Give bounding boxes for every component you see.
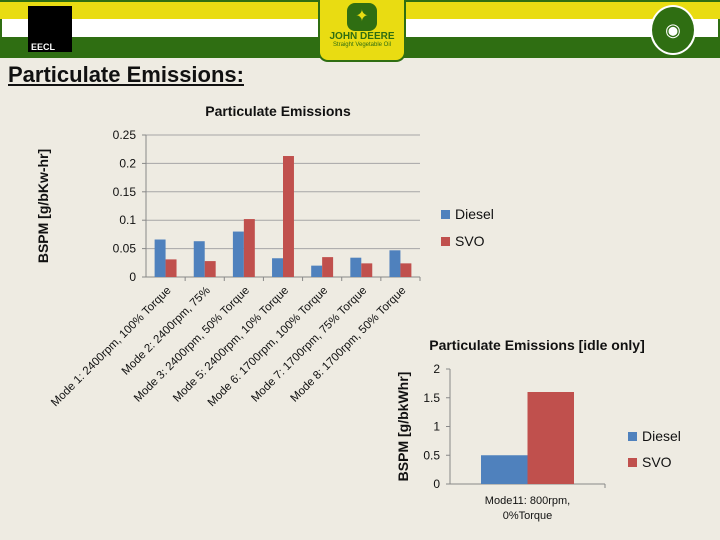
- y-tick-label: 0.25: [113, 128, 137, 142]
- legend-swatch-diesel: [441, 210, 450, 219]
- slide-title: Particulate Emissions:: [8, 62, 244, 87]
- bar-svo: [243, 219, 255, 277]
- bar-svo: [400, 263, 412, 277]
- x-tick-label: 0%Torque: [503, 510, 553, 522]
- y-tick-label: 1.5: [423, 391, 440, 405]
- eecl-logo: EECL: [28, 6, 72, 52]
- bar-svo: [527, 392, 574, 484]
- bar-diesel: [350, 257, 362, 277]
- bar-diesel: [154, 239, 166, 277]
- y-tick-label: 0.5: [423, 448, 440, 462]
- legend-label-diesel: Diesel: [642, 428, 681, 444]
- legend-label-svo: SVO: [642, 454, 672, 470]
- legend-label-svo: SVO: [455, 233, 485, 249]
- ram-logo-icon: ◉: [650, 5, 696, 55]
- y-tick-label: 1: [433, 420, 440, 434]
- bar-svo: [283, 156, 294, 277]
- chart-title: Particulate Emissions: [205, 103, 351, 119]
- legend-swatch-diesel: [628, 432, 637, 441]
- bar-svo: [165, 259, 177, 277]
- legend-swatch-svo: [441, 237, 450, 246]
- bar-diesel: [232, 231, 244, 277]
- y-tick-label: 0: [433, 477, 440, 491]
- y-tick-label: 2: [433, 362, 440, 376]
- bar-svo: [204, 261, 216, 277]
- y-tick-label: 0.15: [113, 185, 137, 199]
- y-tick-label: 0.2: [119, 156, 136, 170]
- logo-text-john-deere: JOHN DEERE: [329, 31, 395, 42]
- bar-diesel: [311, 265, 323, 277]
- y-tick-label: 0: [129, 270, 136, 284]
- chart-title: Particulate Emissions [idle only]: [429, 337, 645, 353]
- bar-diesel: [481, 455, 528, 484]
- y-axis-label: BSPM [g/bkWhr]: [395, 372, 411, 482]
- y-axis-label: BSPM [g/bKw-hr]: [35, 149, 51, 263]
- eecl-logo-text: EECL: [31, 42, 56, 52]
- y-tick-label: 0.05: [113, 242, 137, 256]
- bar-svo: [361, 263, 373, 277]
- bar-diesel: [193, 241, 205, 277]
- deer-icon: ✦: [347, 3, 377, 31]
- chart-particulate-emissions: Particulate Emissions BSPM [g/bKw-hr] 0 0.0…: [35, 103, 494, 409]
- x-tick-label: Mode11: 800rpm,: [485, 495, 570, 507]
- legend-label-diesel: Diesel: [455, 206, 494, 222]
- john-deere-logo: ✦ JOHN DEERE Straight Vegetable Oil: [318, 0, 406, 62]
- legend-swatch-svo: [628, 458, 637, 467]
- bar-diesel: [272, 258, 283, 277]
- bar-svo: [322, 257, 334, 277]
- y-tick-label: 0.1: [119, 213, 136, 227]
- bar-diesel: [389, 250, 401, 277]
- logo-text-svo: Straight Vegetable Oil: [332, 42, 392, 48]
